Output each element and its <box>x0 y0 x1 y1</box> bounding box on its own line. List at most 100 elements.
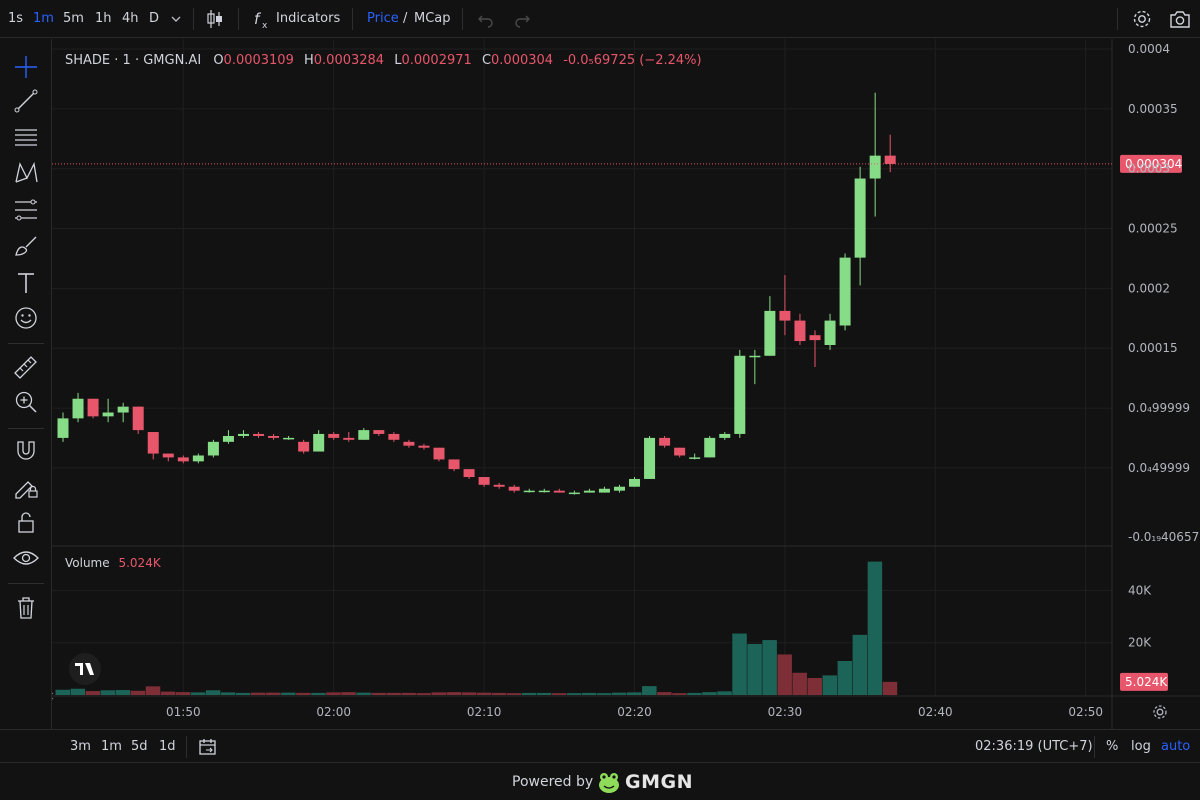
volume-bar <box>115 690 131 695</box>
log-scale-toggle[interactable]: log <box>1131 739 1151 754</box>
volume-bar <box>611 692 627 695</box>
volume-bar <box>762 640 777 695</box>
zoom-in-icon[interactable] <box>10 387 42 417</box>
candle-body <box>568 492 580 495</box>
price-toggle[interactable]: Price <box>367 11 399 26</box>
emoji-smiley-icon[interactable] <box>10 303 42 333</box>
time-axis[interactable]: 01:50 02:00 02:10 02:20 02:30 02:40 02:50 <box>166 705 1103 719</box>
top-toolbar: 1s 1m 5m 1h 4h D f x Indicators Price / … <box>0 0 1200 38</box>
volume-bar <box>85 691 101 695</box>
gmgn-frog-logo-icon <box>599 773 619 793</box>
price-axis[interactable]: 0.0004 0.00035 0.0003 0.00025 0.0002 0.00015 0… <box>1128 42 1199 544</box>
candle-body <box>388 433 400 440</box>
calendar-goto-date-icon[interactable] <box>197 736 219 758</box>
price-tick-label: 0.00015 <box>1128 341 1178 355</box>
volume-bar <box>476 692 492 695</box>
interval-1h-button[interactable]: 1h <box>95 11 112 26</box>
eye-visibility-icon[interactable] <box>10 543 42 573</box>
candle-body <box>268 435 280 438</box>
volume-bar <box>70 688 86 695</box>
indicators-button[interactable]: Indicators <box>276 11 341 26</box>
close-label: C <box>482 53 491 68</box>
range-1d-button[interactable]: 1d <box>159 739 176 754</box>
candle-body <box>72 398 84 419</box>
ruler-measure-icon[interactable] <box>10 352 42 382</box>
trend-line-icon[interactable] <box>10 86 42 116</box>
price-tick-label: 0.00035 <box>1128 102 1178 116</box>
candle-body <box>538 490 550 493</box>
candle-body <box>734 355 746 434</box>
lock-drawing-icon[interactable] <box>10 472 42 502</box>
candle-body <box>854 178 866 258</box>
volume-bar <box>100 690 116 695</box>
bottom-bar: 3m 1m 5d 1d 02:36:19 (UTC+7) % log auto <box>0 729 1200 762</box>
volume-bar <box>642 686 657 695</box>
price-tick-label: 0.0003 <box>1128 162 1170 176</box>
indicators-fx-icon[interactable]: f x <box>252 8 274 30</box>
candle-body <box>523 490 535 493</box>
price-chart[interactable]: 0.000304 0.00040.000350.00030.000250.000… <box>52 39 1200 729</box>
change-value: -0.0₅69725 (−2.24%) <box>563 53 701 68</box>
candle-body <box>162 453 174 458</box>
text-tool-icon[interactable] <box>10 268 42 298</box>
last-price-line: 0.000304 <box>52 154 1182 173</box>
time-settings-gear-icon[interactable] <box>1153 705 1167 719</box>
volume-value: 5.024K <box>118 556 161 570</box>
crosshair-icon[interactable] <box>10 52 42 82</box>
redo-icon[interactable] <box>513 10 531 28</box>
brush-icon[interactable] <box>10 231 42 261</box>
interval-1m-button[interactable]: 1m <box>33 11 54 26</box>
interval-d-button[interactable]: D <box>149 11 160 26</box>
undo-icon[interactable] <box>477 10 495 28</box>
volume-bar <box>687 692 702 695</box>
low-value: 0.0002971 <box>401 53 471 68</box>
price-tick-label: 0.0₄99999 <box>1128 401 1190 415</box>
volume-bar <box>446 692 462 695</box>
candle-body <box>177 457 189 462</box>
clock-timezone[interactable]: 02:36:19 (UTC+7) <box>975 739 1093 754</box>
price-tick-label: 0.0₄49999 <box>1128 461 1190 475</box>
volume-bar <box>521 692 537 695</box>
volume-bar <box>175 692 191 695</box>
tradingview-logo[interactable] <box>69 653 101 685</box>
volume-bar <box>371 692 386 695</box>
range-3m-button[interactable]: 3m <box>70 739 91 754</box>
fib-retracement-icon[interactable] <box>10 195 42 225</box>
svg-text:f: f <box>254 10 262 28</box>
pattern-xabcd-icon[interactable] <box>10 158 42 188</box>
powered-by-label: Powered by <box>512 774 594 790</box>
volume-bar <box>657 692 672 695</box>
interval-4h-button[interactable]: 4h <box>122 11 139 26</box>
magnet-icon[interactable] <box>10 436 42 466</box>
open-label: O <box>213 53 223 68</box>
volume-bar <box>551 693 567 695</box>
camera-screenshot-icon[interactable] <box>1168 8 1192 30</box>
candle-body <box>884 155 896 164</box>
mcap-toggle[interactable]: MCap <box>414 11 451 26</box>
volume-bar <box>672 693 687 695</box>
volume-axis[interactable]: 40K 20K 5.024K <box>1120 583 1168 691</box>
svg-text:x: x <box>262 21 268 30</box>
time-tick-label: 02:30 <box>768 705 803 719</box>
volume-bar <box>581 692 597 695</box>
lock-icon[interactable] <box>10 508 42 538</box>
candlestick-type-icon[interactable] <box>204 8 226 30</box>
trash-icon[interactable] <box>10 593 42 623</box>
range-5d-button[interactable]: 5d <box>131 739 148 754</box>
candle-body <box>343 437 355 440</box>
interval-1s-button[interactable]: 1s <box>8 11 24 26</box>
settings-gear-icon[interactable] <box>1131 8 1153 30</box>
horizontal-lines-icon[interactable] <box>10 123 42 153</box>
chevron-down-icon[interactable] <box>170 13 182 25</box>
interval-5m-button[interactable]: 5m <box>63 11 84 26</box>
candle-body <box>373 430 385 434</box>
percent-scale-toggle[interactable]: % <box>1106 739 1119 754</box>
candle-body <box>102 412 114 417</box>
price-tick-label: 0.0004 <box>1128 42 1170 56</box>
volume-bar <box>807 678 822 695</box>
volume-bar <box>160 691 176 695</box>
candle-body <box>839 257 851 326</box>
auto-scale-toggle[interactable]: auto <box>1161 739 1191 754</box>
volume-bar <box>431 692 446 695</box>
range-1m-button[interactable]: 1m <box>101 739 122 754</box>
